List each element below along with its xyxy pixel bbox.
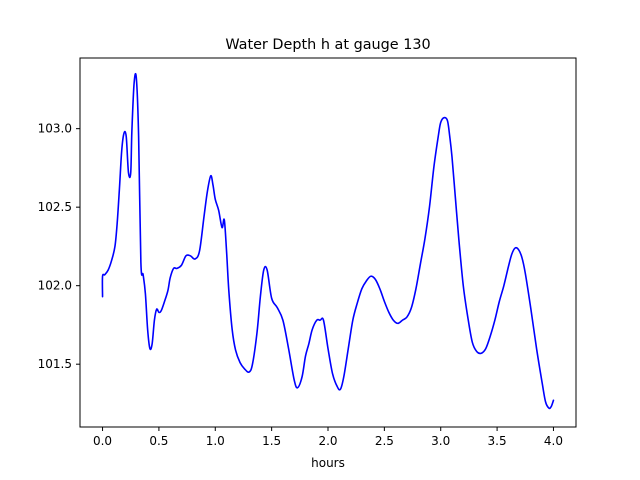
x-tick-label: 0.5 <box>149 434 168 448</box>
x-axis-label: hours <box>311 456 345 470</box>
x-tick-label: 3.0 <box>431 434 450 448</box>
chart-title: Water Depth h at gauge 130 <box>225 37 430 53</box>
y-tick-label: 101.5 <box>38 357 72 371</box>
x-tick-label: 4.0 <box>544 434 563 448</box>
series-line <box>101 72 555 410</box>
x-axis-ticks: 0.0 0.5 1.0 1.5 2.0 2.5 3.0 3.5 4.0 <box>93 427 563 448</box>
x-tick-label: 2.0 <box>318 434 337 448</box>
x-tick-label: 3.5 <box>488 434 507 448</box>
series-layer <box>101 72 555 410</box>
y-tick-label: 102.0 <box>38 279 72 293</box>
x-tick-label: 1.0 <box>206 434 225 448</box>
x-tick-label: 1.5 <box>262 434 281 448</box>
y-tick-label: 103.0 <box>38 122 72 136</box>
x-tick-label: 0.0 <box>93 434 112 448</box>
plot-frame <box>79 57 577 428</box>
x-tick-label: 2.5 <box>375 434 394 448</box>
y-axis-ticks: 101.5 102.0 102.5 103.0 <box>38 122 80 371</box>
y-tick-label: 102.5 <box>38 200 72 214</box>
plot-area <box>80 58 576 427</box>
